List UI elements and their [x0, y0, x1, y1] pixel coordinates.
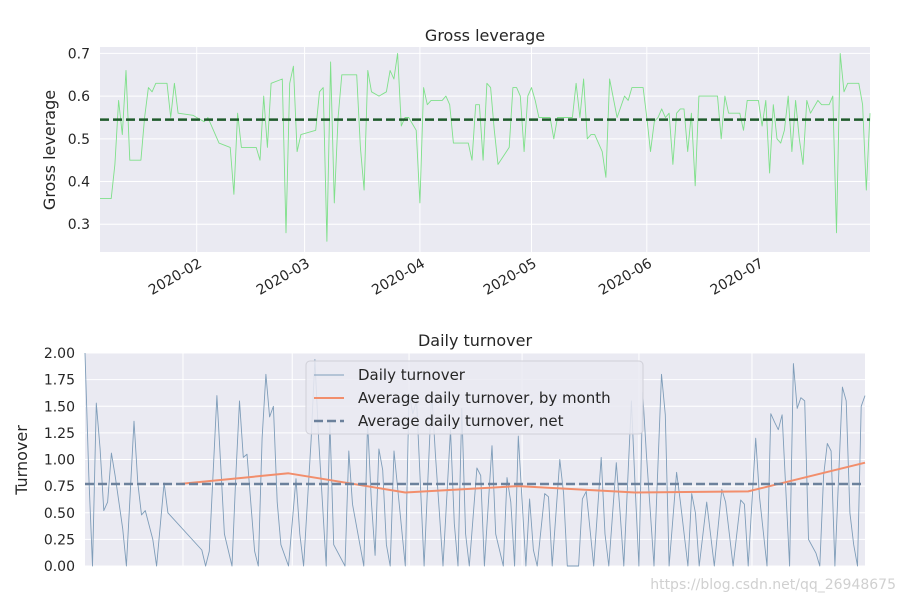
y-tick-label: 0.6	[68, 89, 90, 105]
y-tick-label: 0.7	[68, 46, 90, 62]
gross-leverage-title: Gross leverage	[425, 26, 545, 45]
gross-leverage-y-ticks: 0.3 0.4 0.5 0.6 0.7	[68, 46, 90, 233]
daily-turnover-title: Daily turnover	[418, 331, 533, 350]
watermark-text: https://blog.csdn.net/qq_26948675	[650, 577, 896, 593]
daily-turnover-y-label: Turnover	[12, 425, 31, 496]
legend-label: Average daily turnover, by month	[358, 389, 611, 407]
y-tick-label: 2.00	[44, 346, 75, 362]
y-tick-label: 0.4	[68, 175, 90, 191]
gross-leverage-x-ticks: 2020-02 2020-03 2020-04 2020-05 2020-06 2020-…	[146, 256, 766, 299]
series-line-0	[84, 352, 866, 567]
x-tick-label: 2020-07	[708, 256, 767, 299]
y-tick-label: 0.75	[44, 479, 75, 495]
legend-box	[305, 360, 644, 435]
x-tick-label: 2020-06	[596, 256, 655, 299]
y-tick-label: 1.75	[44, 373, 75, 389]
legend-label: Average daily turnover, net	[358, 412, 564, 430]
legend-label: Daily turnover	[358, 366, 466, 384]
gross-leverage-plot-area	[100, 47, 870, 252]
daily-turnover-chart: 0.00 0.25 0.50 0.75 1.00 1.25 1.50 1.75 2.00 Dai…	[12, 331, 866, 575]
y-tick-label: 0.00	[44, 559, 75, 575]
gross-leverage-y-label: Gross leverage	[40, 90, 59, 210]
series-line-0	[100, 52, 871, 242]
daily-turnover-series	[84, 352, 866, 567]
y-tick-label: 0.3	[68, 217, 90, 233]
y-tick-label: 0.5	[68, 132, 90, 148]
y-tick-label: 1.25	[44, 426, 75, 442]
series-line-1	[179, 461, 866, 494]
y-tick-label: 1.50	[44, 399, 75, 415]
daily-turnover-y-ticks: 0.00 0.25 0.50 0.75 1.00 1.25 1.50 1.75 2.00	[44, 346, 75, 575]
y-tick-label: 1.00	[44, 453, 75, 469]
x-tick-label: 2020-03	[254, 256, 313, 299]
y-tick-label: 0.50	[44, 506, 75, 522]
gross-leverage-chart: 0.30.40.50.60.7 2020-02 2020-03 2020-04 202…	[40, 26, 871, 299]
gross-leverage-grid	[100, 47, 870, 252]
daily-turnover-legend: Daily turnover Average daily turnover, by…	[305, 360, 644, 435]
x-tick-label: 2020-04	[369, 256, 428, 299]
x-tick-label: 2020-02	[146, 256, 205, 299]
y-tick-label: 0.25	[44, 532, 75, 548]
gross-leverage-series	[100, 52, 871, 242]
x-tick-label: 2020-05	[481, 256, 540, 299]
